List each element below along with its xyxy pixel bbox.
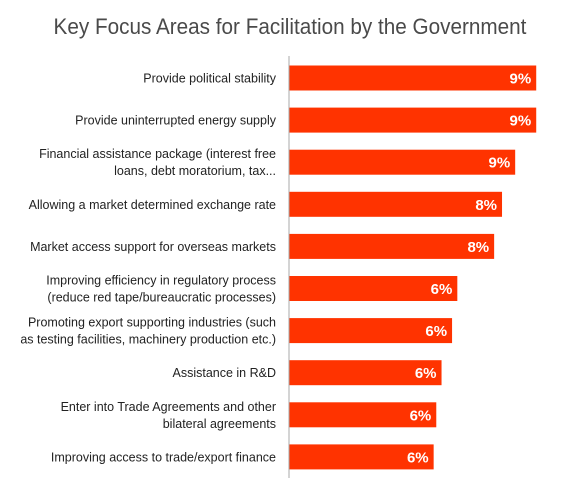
bar-7 (289, 360, 442, 386)
bar-5 (289, 276, 458, 301)
data-label-8: 6% (410, 407, 432, 424)
bar-2 (289, 149, 516, 175)
data-label-9: 6% (407, 449, 429, 466)
chart-title: Key Focus Areas for Facilitation by the … (53, 14, 527, 39)
data-label-6: 6% (425, 323, 447, 340)
data-label-5: 6% (431, 281, 453, 298)
category-label-2-line-0: Financial assistance package (interest f… (39, 147, 276, 161)
category-label-7: Assistance in R&D (172, 366, 276, 380)
data-label-7: 6% (415, 365, 437, 382)
data-label-3: 8% (475, 197, 497, 214)
category-label-8-line-0: Enter into Trade Agreements and other (61, 400, 276, 414)
category-label-1: Provide uninterrupted energy supply (75, 114, 277, 128)
category-label-9: Improving access to trade/export finance (51, 450, 276, 464)
bars: 9% 9% 9% 8% 8% 6% 6% 6% 6% 6% (289, 65, 537, 470)
data-label-2: 9% (488, 155, 510, 172)
bar-0 (289, 65, 537, 91)
category-label-8-line-1: bilateral agreements (163, 417, 276, 431)
bar-4 (289, 233, 495, 259)
category-label-2-line-1: loans, debt moratorium, tax... (114, 164, 276, 178)
category-label-6-line-0: Promoting export supporting industries (… (28, 316, 276, 330)
category-label-5-line-1: (reduce red tape/bureaucratic processes) (47, 291, 276, 305)
category-labels: Provide political stability Provide unint… (20, 72, 276, 465)
data-label-4: 8% (467, 239, 489, 256)
data-label-0: 9% (510, 71, 532, 88)
bar-3 (289, 191, 503, 217)
bar-1 (289, 107, 537, 133)
category-label-4: Market access support for overseas marke… (30, 240, 276, 254)
category-label-3: Allowing a market determined exchange ra… (29, 198, 276, 212)
bar-8 (289, 402, 437, 428)
category-label-6-line-1: as testing facilities, machinery product… (20, 333, 276, 347)
bar-6 (289, 318, 453, 344)
bar-9 (289, 444, 434, 470)
category-label-0: Provide political stability (143, 72, 276, 86)
data-label-1: 9% (510, 113, 532, 130)
category-label-5-line-0: Improving efficiency in regulatory proce… (46, 274, 276, 288)
